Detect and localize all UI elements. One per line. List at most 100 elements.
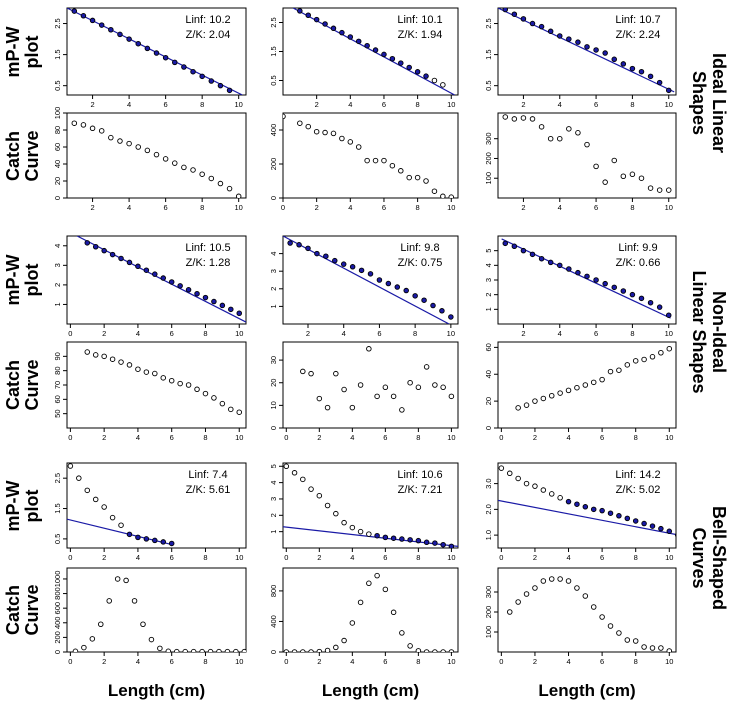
y-tick-label: 300 (484, 586, 493, 599)
data-point (584, 44, 590, 50)
x-tick-label: 2 (521, 203, 525, 212)
x-tick-label: 2 (90, 203, 94, 212)
panel-r6c3: 0 2 4 6 8 10 100 200 300 (484, 567, 677, 666)
data-point (575, 130, 581, 136)
data-point (177, 283, 183, 289)
data-point (382, 534, 389, 541)
data-point (372, 157, 379, 164)
panel-r1c1: 2 4 6 8 10 0.5 1.5 2.5 Linf: 10.2 Z/K: 2.04 (53, 7, 247, 109)
linf-annotation: Linf: 9.9 (618, 242, 657, 254)
data-point (333, 644, 339, 651)
x-tick-label: 0 (68, 657, 72, 666)
x-tick-label: 6 (383, 657, 387, 666)
data-point (181, 164, 187, 171)
x-tick-label: 2 (102, 329, 106, 338)
data-point (611, 56, 617, 63)
data-point (665, 312, 672, 318)
data-point (168, 279, 175, 285)
x-tick-label: 10 (665, 100, 673, 109)
x-tick-label: 4 (127, 100, 131, 109)
data-point (557, 262, 563, 269)
data-point (566, 266, 572, 272)
x-tick-label: 4 (342, 329, 346, 338)
data-point (616, 367, 622, 373)
data-point (629, 291, 636, 298)
x-tick-label: 0 (284, 657, 288, 666)
x-tick-label: 8 (416, 100, 420, 109)
data-point (440, 649, 446, 652)
data-point (190, 68, 196, 75)
x-tick-label: 8 (203, 329, 207, 338)
data-point (557, 33, 563, 39)
data-point (632, 638, 639, 644)
data-point (84, 349, 91, 355)
data-point (324, 404, 331, 411)
x-tick-label: 4 (558, 329, 562, 338)
x-tick-label: 6 (594, 329, 598, 338)
data-point (440, 541, 446, 548)
data-point (665, 87, 672, 94)
x-tick-label: 4 (566, 553, 570, 562)
data-point (607, 510, 614, 516)
data-point (333, 510, 339, 517)
data-point (647, 73, 654, 80)
data-point (143, 536, 150, 542)
panel-r1c2: 2 4 6 8 10 0.5 1.5 2.5 Linf: 10.1 Z/K: 1.94 (269, 7, 459, 109)
data-point (382, 384, 389, 391)
y-tick-label: 0 (269, 426, 278, 430)
y-tick-label: 40 (484, 370, 493, 378)
data-point (666, 528, 673, 535)
data-point (305, 123, 311, 130)
data-point (190, 648, 197, 652)
data-point (211, 395, 217, 401)
data-point (593, 47, 599, 53)
row-label-line: mP-W (3, 26, 23, 77)
data-point (118, 255, 124, 262)
data-point (174, 648, 180, 652)
x-tick-label: 8 (630, 203, 634, 212)
y-tick-label: 1 (53, 302, 62, 306)
data-point (611, 157, 617, 164)
x-tick-label: 2 (317, 657, 321, 666)
y-tick-label: 400 (269, 124, 278, 137)
data-point (117, 138, 123, 144)
y-tick-label: 0 (53, 196, 62, 200)
x-tick-label: 6 (377, 329, 381, 338)
data-point (308, 486, 314, 492)
fit-line (283, 236, 450, 324)
x-tick-label: 6 (594, 203, 598, 212)
data-point (228, 406, 234, 413)
data-point (324, 502, 331, 509)
data-point (162, 54, 169, 61)
y-tick-label: 2 (269, 287, 278, 291)
row-label-catch: Catch Curve (3, 345, 44, 425)
data-point (602, 179, 608, 185)
data-point (557, 495, 563, 501)
data-point (92, 352, 99, 358)
data-point (349, 620, 356, 626)
zk-annotation: Z/K: 7.21 (398, 484, 443, 496)
data-point (118, 522, 124, 528)
row-label-line: Curve (22, 359, 42, 411)
y-tick-label: 600 (53, 602, 62, 615)
data-point (599, 614, 605, 620)
data-point (638, 68, 645, 75)
row-label-line: plot (22, 489, 42, 522)
data-point (216, 648, 222, 652)
plot-frame (497, 462, 677, 549)
data-point (202, 294, 209, 301)
plot-frame (66, 567, 247, 653)
data-point (199, 648, 205, 652)
y-tick-label: 3 (53, 263, 62, 267)
data-point (593, 163, 599, 170)
data-point (283, 649, 290, 652)
y-tick-label: 0.5 (269, 75, 278, 85)
fit-line (283, 526, 458, 547)
data-point (548, 393, 555, 399)
y-tick-label: 1 (269, 304, 278, 308)
data-point (632, 358, 639, 364)
data-point (590, 604, 597, 610)
data-point (520, 16, 527, 22)
data-point (185, 287, 192, 293)
